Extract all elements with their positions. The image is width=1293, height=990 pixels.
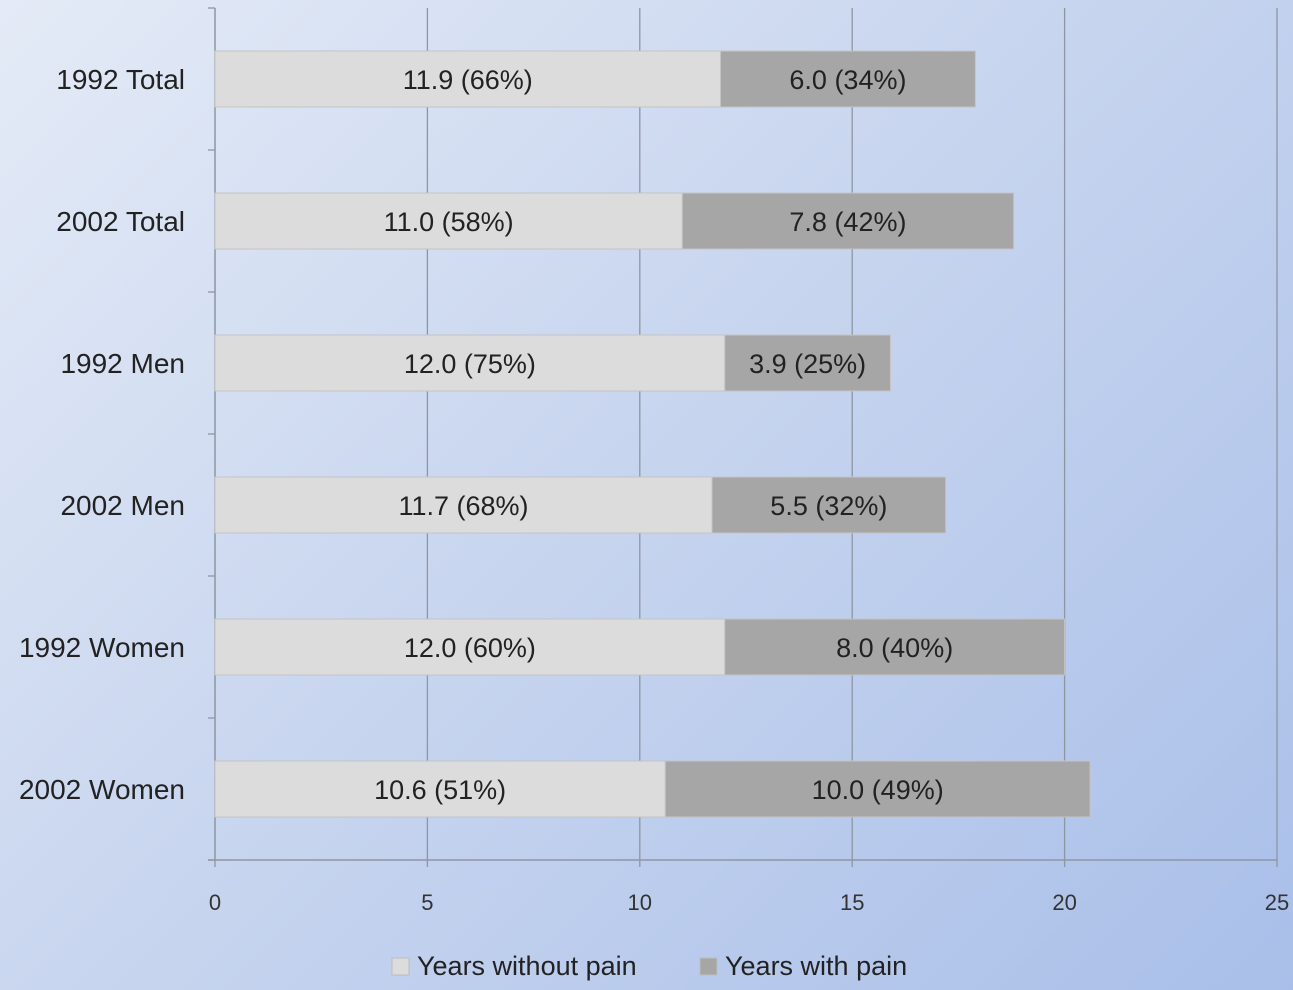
- bar-data-label: 7.8 (42%): [789, 207, 906, 237]
- legend-label: Years with pain: [725, 951, 907, 981]
- bar-data-label: 11.0 (58%): [384, 207, 514, 237]
- bar-data-label: 10.0 (49%): [812, 775, 944, 805]
- x-tick-label: 5: [421, 890, 433, 915]
- x-tick-label: 25: [1265, 890, 1289, 915]
- x-tick-label: 15: [840, 890, 864, 915]
- axes: 0 5 10 15 20 25: [208, 7, 1289, 915]
- bar-segment-without-pain: [214, 618, 726, 676]
- legend-swatch: [391, 957, 410, 976]
- category-label: 2002 Total: [56, 206, 185, 237]
- bar-segment-without-pain: [214, 192, 683, 250]
- x-tick-label: 10: [628, 890, 652, 915]
- x-tick-label: 0: [209, 890, 221, 915]
- x-tick-label: 20: [1052, 890, 1076, 915]
- bar-data-label: 12.0 (75%): [404, 349, 536, 379]
- bar-data-label: 3.9 (25%): [749, 349, 866, 379]
- bar-data-label: 6.0 (34%): [789, 65, 906, 95]
- bar-data-label: 10.6 (51%): [374, 775, 506, 805]
- legend-swatch: [699, 957, 718, 976]
- bars: [214, 50, 1091, 818]
- bar-segment-without-pain: [214, 760, 666, 818]
- legend-label: Years without pain: [417, 951, 637, 981]
- bar-segment-with-pain: [711, 476, 947, 534]
- bar-segment-with-pain: [724, 618, 1066, 676]
- category-label: 2002 Women: [19, 774, 185, 805]
- bar-segment-with-pain: [681, 192, 1015, 250]
- bar-data-label: 11.9 (66%): [403, 65, 533, 95]
- bar-data-label: 5.5 (32%): [770, 491, 887, 521]
- bar-segment-without-pain: [214, 476, 713, 534]
- bar-segment-with-pain: [664, 760, 1091, 818]
- category-label: 1992 Women: [19, 632, 185, 663]
- category-label: 1992 Total: [56, 64, 185, 95]
- bar-segment-with-pain: [720, 50, 976, 108]
- bar-data-label: 12.0 (60%): [404, 633, 536, 663]
- gridlines: [426, 8, 1278, 860]
- legend: Years without pain Years with pain: [391, 951, 907, 981]
- labels: 1992 Total 11.9 (66%) 6.0 (34%) 2002 Total 1…: [19, 64, 953, 805]
- category-label: 2002 Men: [60, 490, 185, 521]
- bar-data-label: 8.0 (40%): [836, 633, 953, 663]
- bar-segment-with-pain: [724, 334, 891, 392]
- category-label: 1992 Men: [60, 348, 185, 379]
- bar-data-label: 11.7 (68%): [398, 491, 528, 521]
